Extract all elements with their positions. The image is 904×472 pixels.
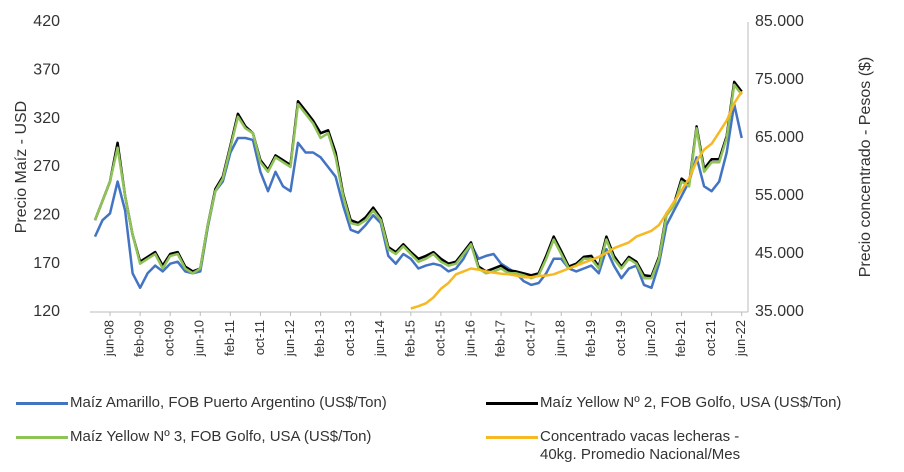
x-tick-label: feb-11 <box>222 320 237 356</box>
x-tick-label: jun-10 <box>192 320 207 357</box>
legend-label: Maíz Amarillo, FOB Puerto Argentino (US$… <box>70 394 387 411</box>
x-tick-label: oct-13 <box>342 320 357 356</box>
legend-item: Maíz Yellow Nº 3, FOB Golfo, USA (US$/To… <box>16 428 436 446</box>
y2-tick-label: 55.000 <box>755 187 804 204</box>
y2-tick-label: 35.000 <box>755 303 804 320</box>
x-tick-label: oct-09 <box>162 320 177 356</box>
legend-swatch <box>16 402 68 405</box>
y-tick-label: 270 <box>33 158 60 175</box>
x-tick-label: jun-18 <box>553 320 568 357</box>
y-tick-label: 120 <box>33 303 60 320</box>
y-tick-label: 420 <box>33 13 60 30</box>
x-tick-label: jun-12 <box>282 320 297 357</box>
legend-label: Maíz Yellow Nº 2, FOB Golfo, USA (US$/To… <box>540 394 842 411</box>
x-tick-label: oct-11 <box>252 320 267 355</box>
y-tick-label: 170 <box>33 255 60 272</box>
y-axis-title: Precio Maíz - USD <box>13 101 30 233</box>
y-tick-label: 370 <box>33 62 60 79</box>
legend-label: Maíz Yellow Nº 3, FOB Golfo, USA (US$/To… <box>70 428 372 445</box>
legend-swatch <box>16 436 68 439</box>
y2-tick-label: 75.000 <box>755 71 804 88</box>
legend-label: Concentrado vacas lecheras - 40kg. Prome… <box>540 428 741 463</box>
series-line <box>93 80 743 278</box>
series-line <box>93 83 743 280</box>
x-tick-label: jun-20 <box>643 320 658 357</box>
x-tick-label: feb-13 <box>312 320 327 357</box>
y2-tick-label: 65.000 <box>755 129 804 146</box>
y2-tick-label: 85.000 <box>755 13 804 30</box>
x-tick-label: oct-21 <box>703 320 718 356</box>
legend-swatch <box>486 436 538 439</box>
chart: Precio Maíz - USD Precio concentrado - P… <box>13 13 874 357</box>
legend-swatch <box>486 402 538 405</box>
y2-axis-title: Precio concentrado - Pesos ($) <box>857 57 874 278</box>
legend-item: Maíz Yellow Nº 2, FOB Golfo, USA (US$/To… <box>486 394 904 412</box>
x-tick-label: oct-19 <box>613 320 628 356</box>
y2-tick-label: 45.000 <box>755 245 804 262</box>
x-tick-label: jun-08 <box>101 320 116 357</box>
x-tick-label: oct-17 <box>523 320 538 356</box>
x-tick-label: jun-16 <box>462 320 477 357</box>
x-tick-label: feb-09 <box>132 320 147 357</box>
x-tick-label: feb-15 <box>402 320 417 357</box>
legend-item: Maíz Amarillo, FOB Puerto Argentino (US$… <box>16 394 436 412</box>
x-tick-label: oct-15 <box>432 320 447 356</box>
y-tick-label: 320 <box>33 110 60 127</box>
y-tick-label: 220 <box>33 207 60 224</box>
x-tick-label: jun-22 <box>733 320 748 357</box>
x-tick-label: feb-17 <box>493 320 508 357</box>
series-line <box>410 90 743 310</box>
x-tick-label: feb-21 <box>673 320 688 357</box>
x-tick-label: feb-19 <box>583 320 598 357</box>
legend-item: Concentrado vacas lecheras - 40kg. Prome… <box>486 428 776 464</box>
x-tick-label: jun-14 <box>372 320 387 357</box>
